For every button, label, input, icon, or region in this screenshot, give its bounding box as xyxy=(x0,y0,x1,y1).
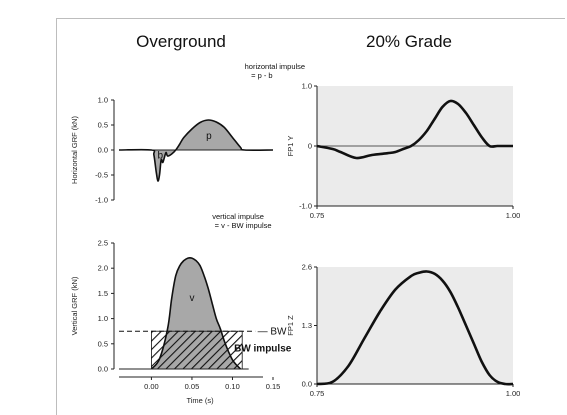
y-axis-label: FP1 Z xyxy=(286,315,295,336)
y-tick-label: 2.6 xyxy=(302,263,312,272)
impulse-area xyxy=(119,119,273,182)
x-axis-label: Time (s) xyxy=(186,396,214,405)
x-tick-label: 0.75 xyxy=(310,389,325,398)
treadmill-fp1z-series-line xyxy=(316,270,514,386)
treadmill-fp1y-series-line xyxy=(316,99,513,160)
slide-frame: Overground 20% Grade 1.0 0.5 0.0 -0.5 -1.0 Ho… xyxy=(56,18,565,415)
region-label-b: b xyxy=(158,151,164,162)
y-tick-label: 0.5 xyxy=(98,121,108,130)
vertical-grf-series-line xyxy=(150,257,242,370)
annotation-line-2: = p - b xyxy=(251,71,272,80)
y-axis-label: Horizontal GRF (kN) xyxy=(70,116,79,184)
annotation-line-1: vertical impulse xyxy=(212,212,264,221)
y-tick-label: 1.0 xyxy=(302,82,312,91)
y-tick-label: -0.5 xyxy=(95,171,108,180)
x-tick-label: 1.00 xyxy=(506,211,521,220)
x-tick-label: 0.10 xyxy=(225,382,240,391)
figure-canvas: Overground 20% Grade 1.0 0.5 0.0 -0.5 -1.0 Ho… xyxy=(70,32,520,405)
y-tick-label: 0 xyxy=(308,142,312,151)
x-tick-label: 1.00 xyxy=(506,389,521,398)
annotation-line-1: horizontal impulse xyxy=(245,62,305,71)
y-tick-label: 1.0 xyxy=(98,314,108,323)
y-tick-label: 0.0 xyxy=(98,146,108,155)
region-label-p: p xyxy=(206,131,212,142)
horizontal-grf-chart: 1.0 0.5 0.0 -0.5 -1.0 Horizontal GRF (kN) b p ho… xyxy=(70,62,305,205)
vertical-grf-chart: 2.5 2.0 1.5 1.0 0.5 0.0 Vertical GRF (kN) 0.00 0… xyxy=(70,212,292,405)
y-tick-label: 1.3 xyxy=(302,321,312,330)
y-tick-label: 2.0 xyxy=(98,264,108,273)
y-tick-label: 0.0 xyxy=(98,365,108,374)
annotation-line-2: = v - BW impulse xyxy=(215,221,272,230)
x-tick-label: 0.15 xyxy=(266,382,281,391)
treadmill-fp1z-chart: 2.6 1.3 0.00.75 1.00 FP1 Z xyxy=(286,263,520,399)
bw-label: — BW xyxy=(258,327,287,338)
y-axis-label: Vertical GRF (kN) xyxy=(70,276,79,335)
horizontal-grf-series-line xyxy=(118,119,274,182)
y-tick-label: 0.5 xyxy=(98,339,108,348)
title-20-grade: 20% Grade xyxy=(366,32,452,51)
region-label-v: v xyxy=(189,293,194,304)
y-tick-label: 1.5 xyxy=(98,289,108,298)
x-tick-label: 0.00 xyxy=(144,382,159,391)
y-tick-label: 1.0 xyxy=(98,96,108,105)
y-tick-label: -1.0 xyxy=(299,202,312,211)
title-overground: Overground xyxy=(136,32,226,51)
y-tick-label: 0.0 xyxy=(302,380,312,389)
y-tick-label: -1.0 xyxy=(95,196,108,205)
y-axis-label: FP1 Y xyxy=(286,136,295,157)
bw-impulse-label: BW impulse xyxy=(234,343,292,354)
y-tick-label: 2.5 xyxy=(98,239,108,248)
x-tick-label: 0.75 xyxy=(310,211,325,220)
x-tick-label: 0.05 xyxy=(185,382,200,391)
